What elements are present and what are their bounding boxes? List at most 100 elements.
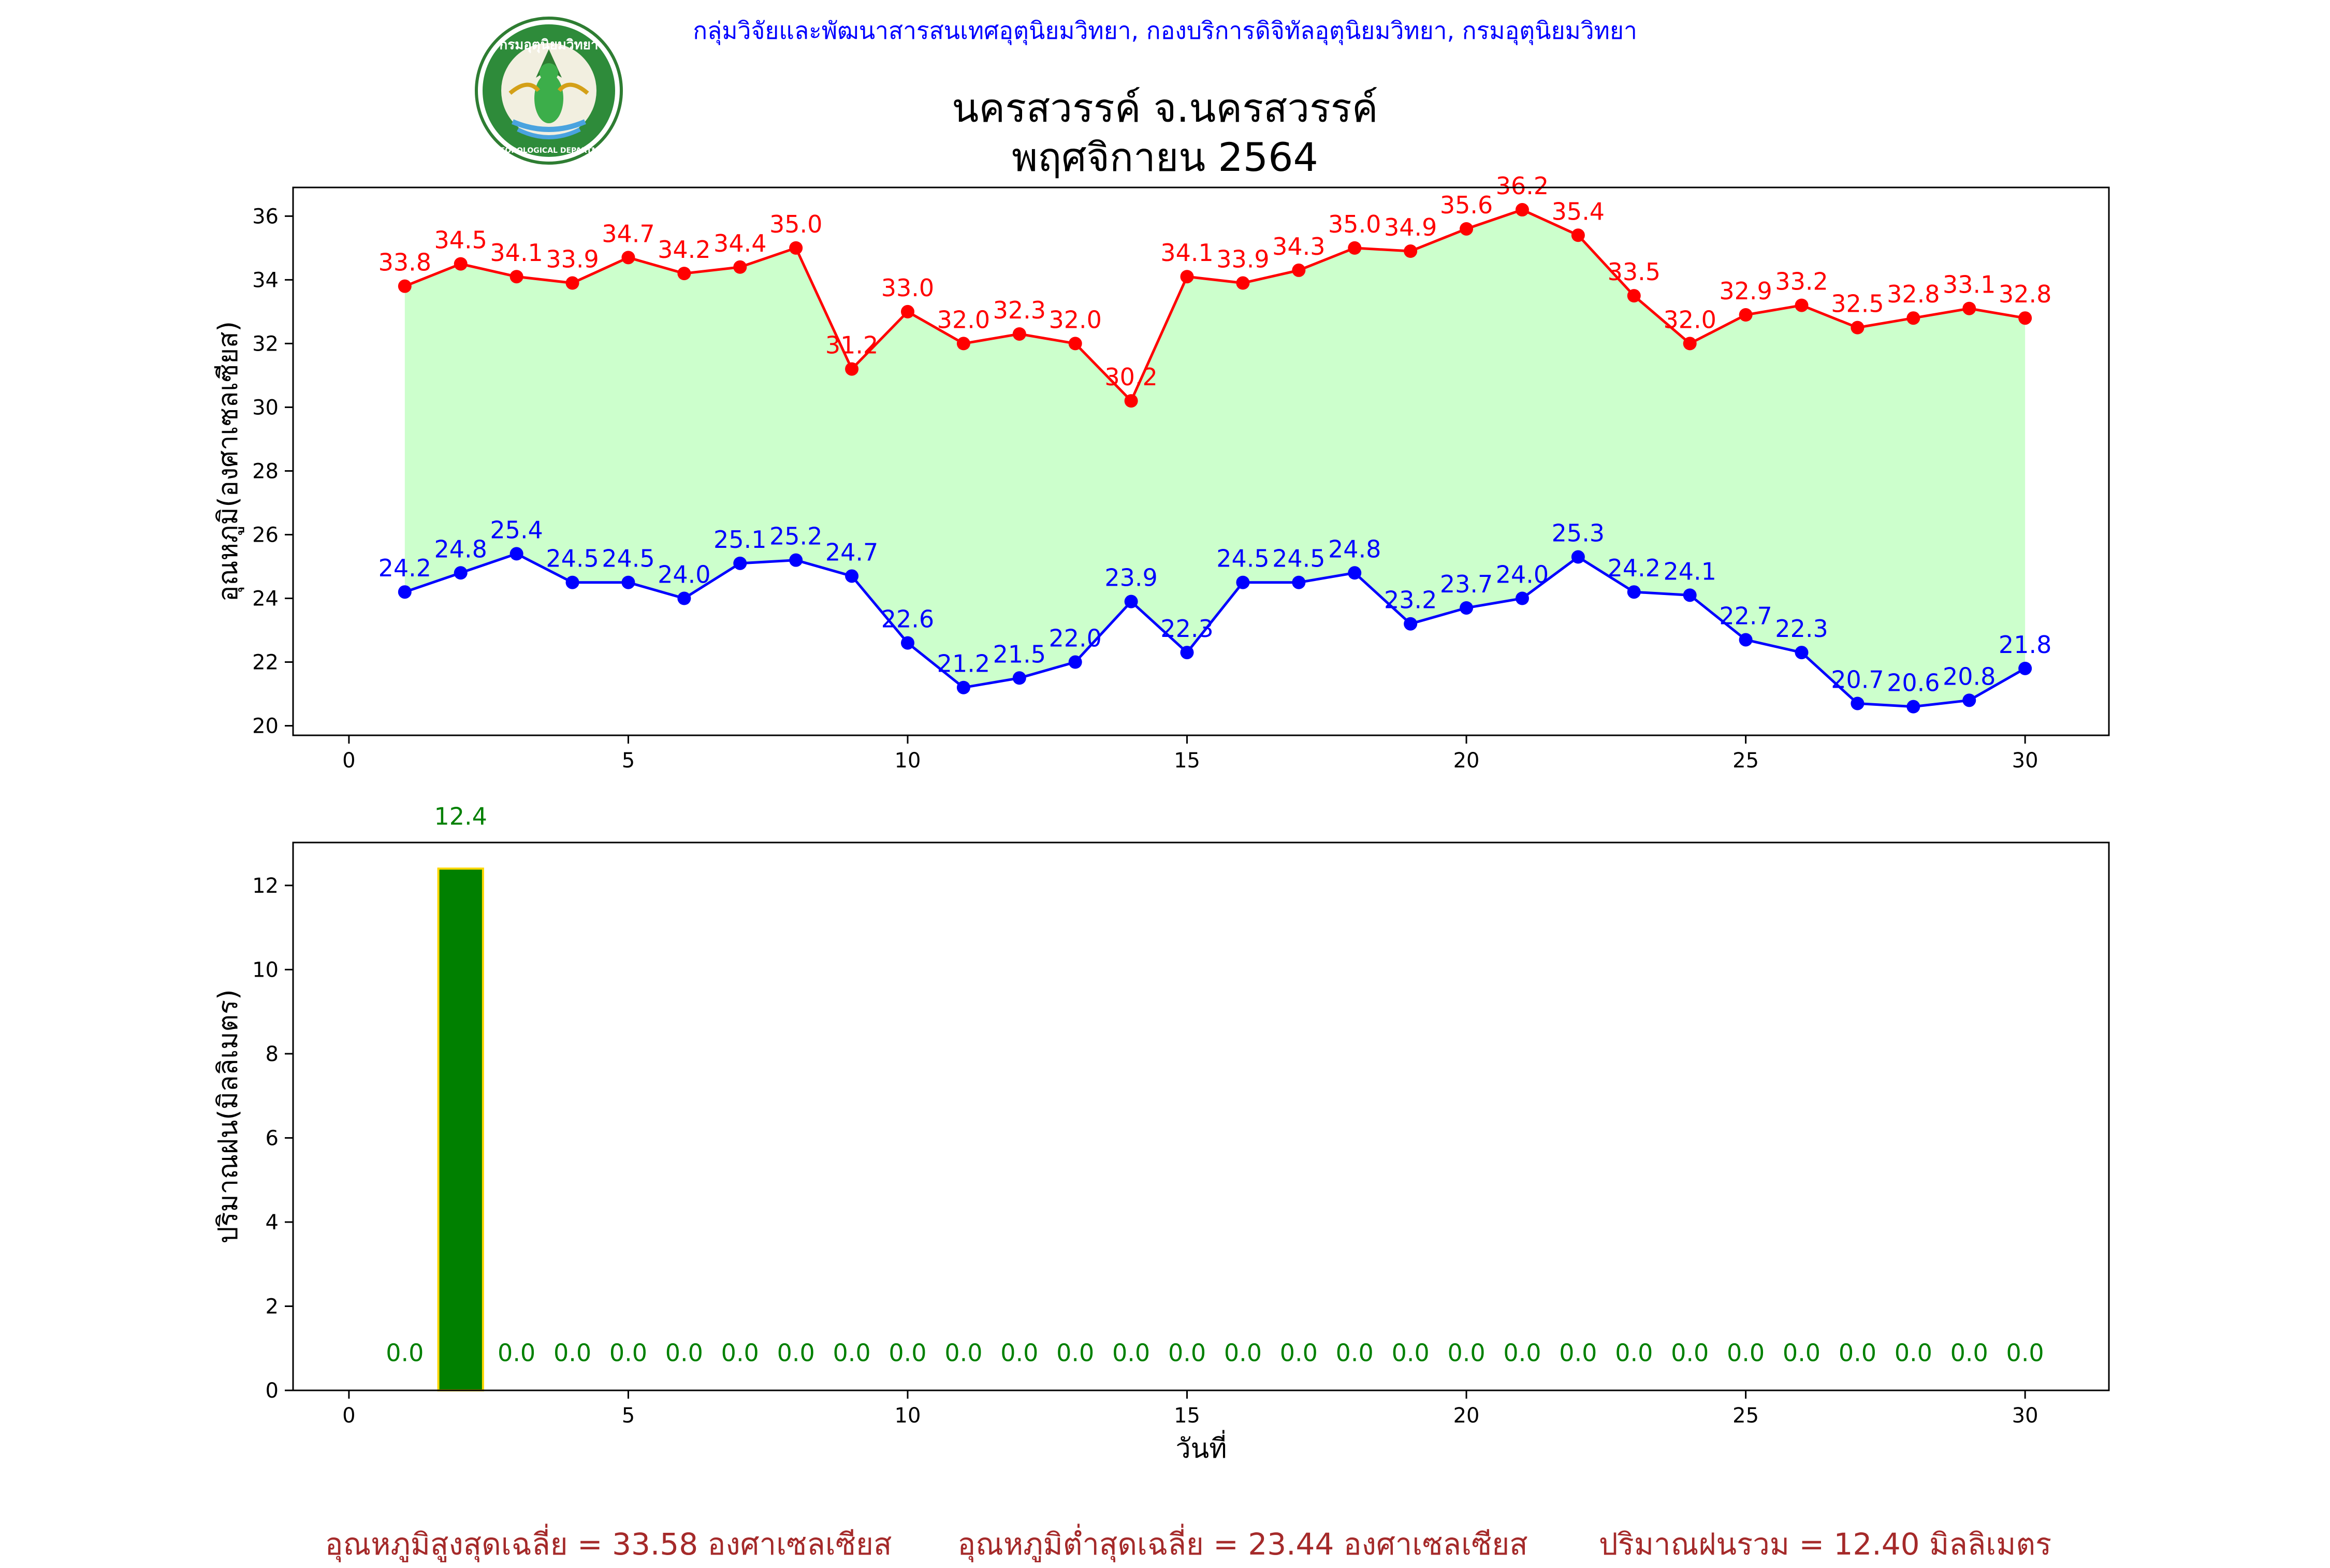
temperature-y-tick-label: 24 (252, 587, 279, 611)
max-temperature-point (1627, 289, 1641, 303)
max-temperature-point (789, 241, 803, 255)
max-temperature-data-label: 33.2 (1775, 268, 1828, 296)
rainfall-x-tick-label: 15 (1174, 1404, 1200, 1428)
rainfall-data-label: 0.0 (833, 1339, 870, 1367)
min-temperature-data-label: 23.2 (1384, 586, 1437, 614)
max-temperature-point (1515, 203, 1529, 217)
rainfall-data-label: 0.0 (554, 1339, 591, 1367)
rainfall-y-tick-label: 6 (266, 1126, 279, 1150)
temperature-x-tick-label: 25 (1732, 749, 1759, 773)
rainfall-data-label: 0.0 (777, 1339, 815, 1367)
min-temperature-point (1795, 646, 1809, 660)
min-temperature-point (1460, 601, 1474, 615)
min-temperature-data-label: 22.7 (1719, 602, 1772, 630)
rainfall-panel: 0.0 12.4 0.0 0.0 0.0 0.0 0.0 0.0 0.0 0.0 0.0 0.0 0.0… (213, 802, 2110, 1464)
max-temperature-point (1012, 327, 1026, 341)
temperature-y-tick-label: 22 (252, 651, 279, 675)
min-temperature-data-label: 21.8 (1999, 631, 2051, 659)
max-temperature-data-label: 34.9 (1384, 213, 1437, 241)
max-temperature-point (677, 267, 691, 281)
temperature-x-tick-label: 0 (342, 749, 355, 773)
temperature-y-tick-label: 26 (252, 523, 279, 547)
min-temperature-point (2018, 661, 2032, 675)
max-temperature-point (1571, 228, 1585, 242)
min-temperature-data-label: 23.9 (1104, 564, 1157, 592)
max-temperature-point (733, 260, 747, 274)
rainfall-data-label: 12.4 (434, 802, 487, 830)
min-temperature-data-label: 24.7 (825, 538, 878, 566)
max-temperature-point (1851, 321, 1865, 335)
max-temperature-data-label: 32.0 (1663, 306, 1716, 333)
min-temperature-point (733, 556, 747, 570)
temperature-y-tick-label: 28 (252, 459, 279, 483)
min-temperature-data-label: 22.3 (1775, 615, 1828, 643)
rainfall-plot-frame (292, 841, 2110, 1391)
temperature-panel: 33.834.5 34.1 33.934.734.2 34.435.031.233.0… (213, 172, 2110, 773)
max-temperature-point (454, 257, 468, 271)
min-temperature-point (956, 680, 970, 694)
min-temperature-data-label: 24.0 (1496, 561, 1549, 589)
min-temperature-data-label: 25.2 (769, 522, 822, 550)
rainfall-data-label: 0.0 (609, 1339, 647, 1367)
min-temperature-point (1515, 591, 1529, 605)
max-temperature-point (565, 276, 579, 290)
max-temperature-data-label: 34.7 (602, 220, 654, 248)
max-temperature-data-label: 35.0 (1328, 210, 1381, 238)
rainfall-y-tick-label: 2 (266, 1295, 279, 1318)
rainfall-x-tick-label: 25 (1732, 1404, 1759, 1428)
min-temperature-data-label: 25.3 (1552, 519, 1605, 547)
min-temperature-point (845, 569, 859, 583)
min-temperature-data-label: 21.2 (937, 650, 990, 678)
rainfall-y-tick-label: 4 (266, 1211, 279, 1235)
max-temperature-data-label: 34.1 (1160, 239, 1213, 267)
max-temperature-data-label: 33.9 (546, 245, 599, 273)
max-temperature-data-label: 32.0 (1048, 306, 1101, 333)
rainfall-data-label: 0.0 (1950, 1339, 1988, 1367)
max-temperature-point (900, 304, 914, 318)
rainfall-data-label: 0.0 (889, 1339, 926, 1367)
max-temperature-data-label: 33.5 (1608, 258, 1661, 286)
max-temperature-point (1683, 337, 1697, 351)
min-temperature-point (1292, 575, 1306, 589)
temperature-y-axis-label: อุณหภูมิ(องศาเซลเซียส) (213, 321, 244, 602)
max-temperature-point (2018, 311, 2032, 325)
rainfall-data-label: 0.0 (1336, 1339, 1374, 1367)
rainfall-data-label: 0.0 (1559, 1339, 1597, 1367)
temperature-y-tick-label: 34 (252, 268, 279, 292)
max-temperature-point (398, 279, 412, 293)
max-temperature-data-label: 35.0 (769, 210, 822, 238)
temperature-y-tick-label: 20 (252, 715, 279, 738)
max-temperature-data-label: 32.3 (993, 296, 1046, 324)
temperature-x-tick-label: 30 (2012, 749, 2038, 773)
min-temperature-point (1962, 693, 1976, 707)
temperature-plot-frame (292, 186, 2110, 736)
min-temperature-data-label: 20.6 (1887, 669, 1940, 697)
max-temperature-data-label: 33.9 (1216, 245, 1269, 273)
rainfall-data-label: 0.0 (944, 1339, 982, 1367)
rainfall-data-label: 0.0 (498, 1339, 535, 1367)
department-logo: กรมอุตุนิยมวิทยา METEOROLOGICAL DEPARTME… (475, 17, 623, 165)
max-temperature-point (1124, 394, 1138, 408)
max-temperature-data-label: 32.8 (1887, 280, 1940, 308)
rainfall-data-label: 0.0 (1783, 1339, 1821, 1367)
max-temperature-data-label: 31.2 (825, 331, 878, 359)
min-temperature-line (404, 552, 2026, 708)
rainfall-data-label: 0.0 (1503, 1339, 1541, 1367)
min-temperature-data-label: 25.4 (490, 516, 543, 544)
max-temperature-data-label: 34.1 (490, 239, 543, 267)
logo-text-top: กรมอุตุนิยมวิทยา (499, 37, 598, 53)
min-temperature-point (677, 591, 691, 605)
rainfall-data-label: 0.0 (1056, 1339, 1094, 1367)
min-temperature-point (565, 575, 579, 589)
max-temperature-data-label: 34.2 (658, 236, 710, 264)
temperature-x-tick-label: 20 (1453, 749, 1480, 773)
rainfall-data-label: 0.0 (1168, 1339, 1206, 1367)
min-temperature-data-label: 23.7 (1440, 570, 1493, 598)
temperature-x-tick-label: 5 (622, 749, 635, 773)
max-temperature-point (845, 362, 859, 376)
max-temperature-data-label: 36.2 (1496, 172, 1549, 200)
min-temperature-point (509, 547, 523, 561)
min-temperature-data-label: 20.7 (1831, 665, 1884, 693)
max-temperature-data-label: 35.6 (1440, 191, 1493, 219)
